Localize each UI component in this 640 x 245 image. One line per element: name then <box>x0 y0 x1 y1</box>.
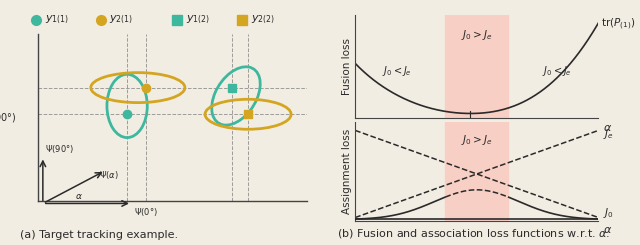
Text: $\alpha$: $\alpha$ <box>75 192 83 201</box>
Text: $J_0 > J_e$: $J_0 > J_e$ <box>461 133 493 147</box>
Text: $\Psi(90°)$: $\Psi(90°)$ <box>0 111 17 124</box>
Text: (b) Fusion and association loss functions w.r.t. $\alpha$.: (b) Fusion and association loss function… <box>337 227 610 240</box>
Text: $\Psi(\alpha)$: $\Psi(\alpha)$ <box>99 169 118 181</box>
Text: $y_{1(2)}$: $y_{1(2)}$ <box>186 13 210 26</box>
Text: $J_0 < J_e$: $J_0 < J_e$ <box>381 64 412 78</box>
Text: $\alpha$: $\alpha$ <box>604 225 612 235</box>
Text: $y_{2(2)}$: $y_{2(2)}$ <box>251 13 275 26</box>
Text: $\alpha^*$: $\alpha^*$ <box>463 130 477 144</box>
Text: $J_0$: $J_0$ <box>604 206 614 220</box>
Text: $J_0 > J_e$: $J_0 > J_e$ <box>461 28 493 42</box>
Text: $\Psi(0°)$: $\Psi(0°)$ <box>134 206 158 218</box>
Y-axis label: Assignment loss: Assignment loss <box>342 129 353 214</box>
Text: $y_{2(1)}$: $y_{2(1)}$ <box>109 13 134 26</box>
Text: (a) Target tracking example.: (a) Target tracking example. <box>20 230 179 240</box>
Y-axis label: Fusion loss: Fusion loss <box>342 38 353 95</box>
Text: $\mathrm{tr}(P_{(1)})$: $\mathrm{tr}(P_{(1)})$ <box>601 17 635 32</box>
Text: $y_{1(1)}$: $y_{1(1)}$ <box>45 13 69 26</box>
Text: $\Psi(90°)$: $\Psi(90°)$ <box>45 143 74 155</box>
Text: $J_e$: $J_e$ <box>604 127 614 141</box>
Text: $\alpha$: $\alpha$ <box>604 123 612 133</box>
Text: $J_0 < J_e$: $J_0 < J_e$ <box>542 64 572 78</box>
